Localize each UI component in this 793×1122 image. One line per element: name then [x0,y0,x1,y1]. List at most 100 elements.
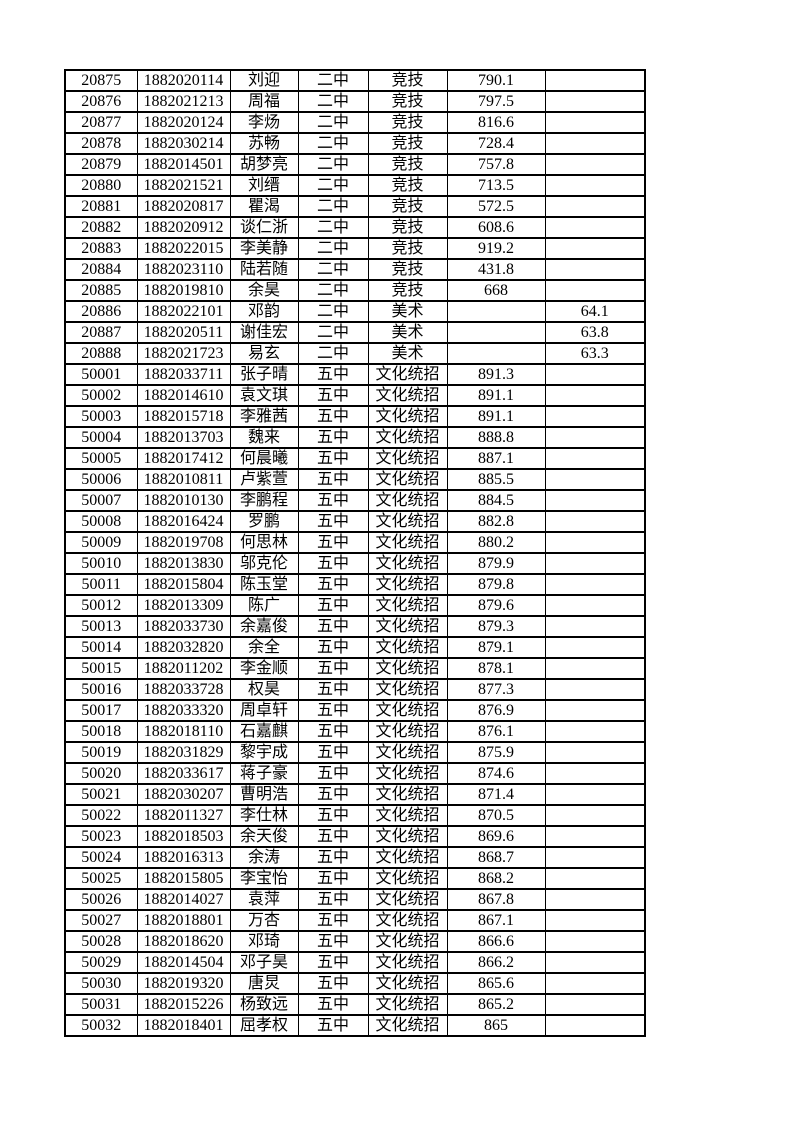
cell-seq: 20888 [64,342,138,365]
cell-seq: 50012 [64,594,138,617]
cell-art-score [544,657,646,680]
cell-category: 文化统招 [367,552,448,575]
cell-score: 874.6 [446,762,546,785]
cell-art-score [544,552,646,575]
cell-category: 竞技 [367,69,448,92]
cell-seq: 20881 [64,195,138,218]
cell-name: 罗鹏 [229,510,299,533]
results-table: 20875 1882020114 刘迎 二中 竞技 790.1 20876 188202121… [64,69,646,1037]
table-row: 50031 1882015226 杨致远 五中 文化统招 865.2 [64,993,646,1016]
cell-category: 美术 [367,300,448,323]
cell-score: 885.5 [446,468,546,491]
cell-score: 865.6 [446,972,546,995]
cell-school: 五中 [297,951,369,974]
cell-name: 万杏 [229,909,299,932]
cell-name: 黎宇成 [229,741,299,764]
table-row: 50006 1882010811 卢紫萱 五中 文化统招 885.5 [64,468,646,491]
cell-score: 876.1 [446,720,546,743]
cell-school: 五中 [297,783,369,806]
cell-name: 袁萍 [229,888,299,911]
cell-exam-no: 1882032820 [136,636,231,659]
cell-exam-no: 1882018503 [136,825,231,848]
cell-school: 五中 [297,552,369,575]
cell-category: 文化统招 [367,972,448,995]
cell-school: 五中 [297,699,369,722]
cell-score: 713.5 [446,174,546,197]
cell-seq: 50020 [64,762,138,785]
cell-school: 五中 [297,405,369,428]
cell-score: 816.6 [446,111,546,134]
cell-seq: 20882 [64,216,138,239]
cell-category: 文化统招 [367,468,448,491]
cell-category: 文化统招 [367,363,448,386]
cell-category: 文化统招 [367,888,448,911]
cell-school: 五中 [297,888,369,911]
cell-score: 876.9 [446,699,546,722]
cell-art-score [544,426,646,449]
table-row: 50008 1882016424 罗鹏 五中 文化统招 882.8 [64,510,646,533]
cell-seq: 20880 [64,174,138,197]
cell-category: 文化统招 [367,909,448,932]
cell-art-score [544,783,646,806]
cell-art-score [544,636,646,659]
cell-name: 余天俊 [229,825,299,848]
cell-category: 竞技 [367,195,448,218]
cell-score: 891.1 [446,384,546,407]
table-row: 20876 1882021213 周福 二中 竞技 797.5 [64,90,646,113]
cell-score: 865 [446,1014,546,1037]
table-row: 50016 1882033728 权昊 五中 文化统招 877.3 [64,678,646,701]
cell-name: 李鹏程 [229,489,299,512]
cell-seq: 50029 [64,951,138,974]
cell-exam-no: 1882030214 [136,132,231,155]
cell-category: 竞技 [367,216,448,239]
cell-name: 余涛 [229,846,299,869]
cell-school: 二中 [297,321,369,344]
cell-art-score [544,174,646,197]
cell-name: 余全 [229,636,299,659]
cell-name: 胡梦亮 [229,153,299,176]
cell-score: 870.5 [446,804,546,827]
cell-art-score [544,384,646,407]
cell-art-score: 63.8 [544,321,646,344]
cell-name: 邓韵 [229,300,299,323]
cell-school: 五中 [297,363,369,386]
table-row: 50019 1882031829 黎宇成 五中 文化统招 875.9 [64,741,646,764]
cell-seq: 50009 [64,531,138,554]
cell-art-score [544,909,646,932]
cell-score: 891.1 [446,405,546,428]
cell-category: 文化统招 [367,678,448,701]
cell-exam-no: 1882013830 [136,552,231,575]
cell-school: 五中 [297,447,369,470]
cell-seq: 50016 [64,678,138,701]
cell-seq: 50025 [64,867,138,890]
cell-art-score [544,1014,646,1037]
table-row: 20878 1882030214 苏畅 二中 竞技 728.4 [64,132,646,155]
cell-exam-no: 1882013309 [136,594,231,617]
cell-category: 文化统招 [367,720,448,743]
cell-name: 谢佳宏 [229,321,299,344]
cell-school: 五中 [297,825,369,848]
cell-art-score: 64.1 [544,300,646,323]
cell-name: 邓琦 [229,930,299,953]
cell-art-score [544,825,646,848]
table-row: 20885 1882019810 余昊 二中 竞技 668 [64,279,646,302]
cell-exam-no: 1882033728 [136,678,231,701]
cell-name: 何思林 [229,531,299,554]
cell-score: 608.6 [446,216,546,239]
cell-score: 869.6 [446,825,546,848]
cell-seq: 50032 [64,1014,138,1037]
cell-category: 竞技 [367,90,448,113]
cell-school: 二中 [297,132,369,155]
cell-seq: 50031 [64,993,138,1016]
cell-name: 何晨曦 [229,447,299,470]
cell-school: 二中 [297,237,369,260]
table-row: 50028 1882018620 邓琦 五中 文化统招 866.6 [64,930,646,953]
cell-category: 竞技 [367,153,448,176]
cell-seq: 50026 [64,888,138,911]
cell-score: 882.8 [446,510,546,533]
cell-name: 瞿渴 [229,195,299,218]
cell-score: 875.9 [446,741,546,764]
cell-name: 李金顺 [229,657,299,680]
cell-category: 竞技 [367,174,448,197]
